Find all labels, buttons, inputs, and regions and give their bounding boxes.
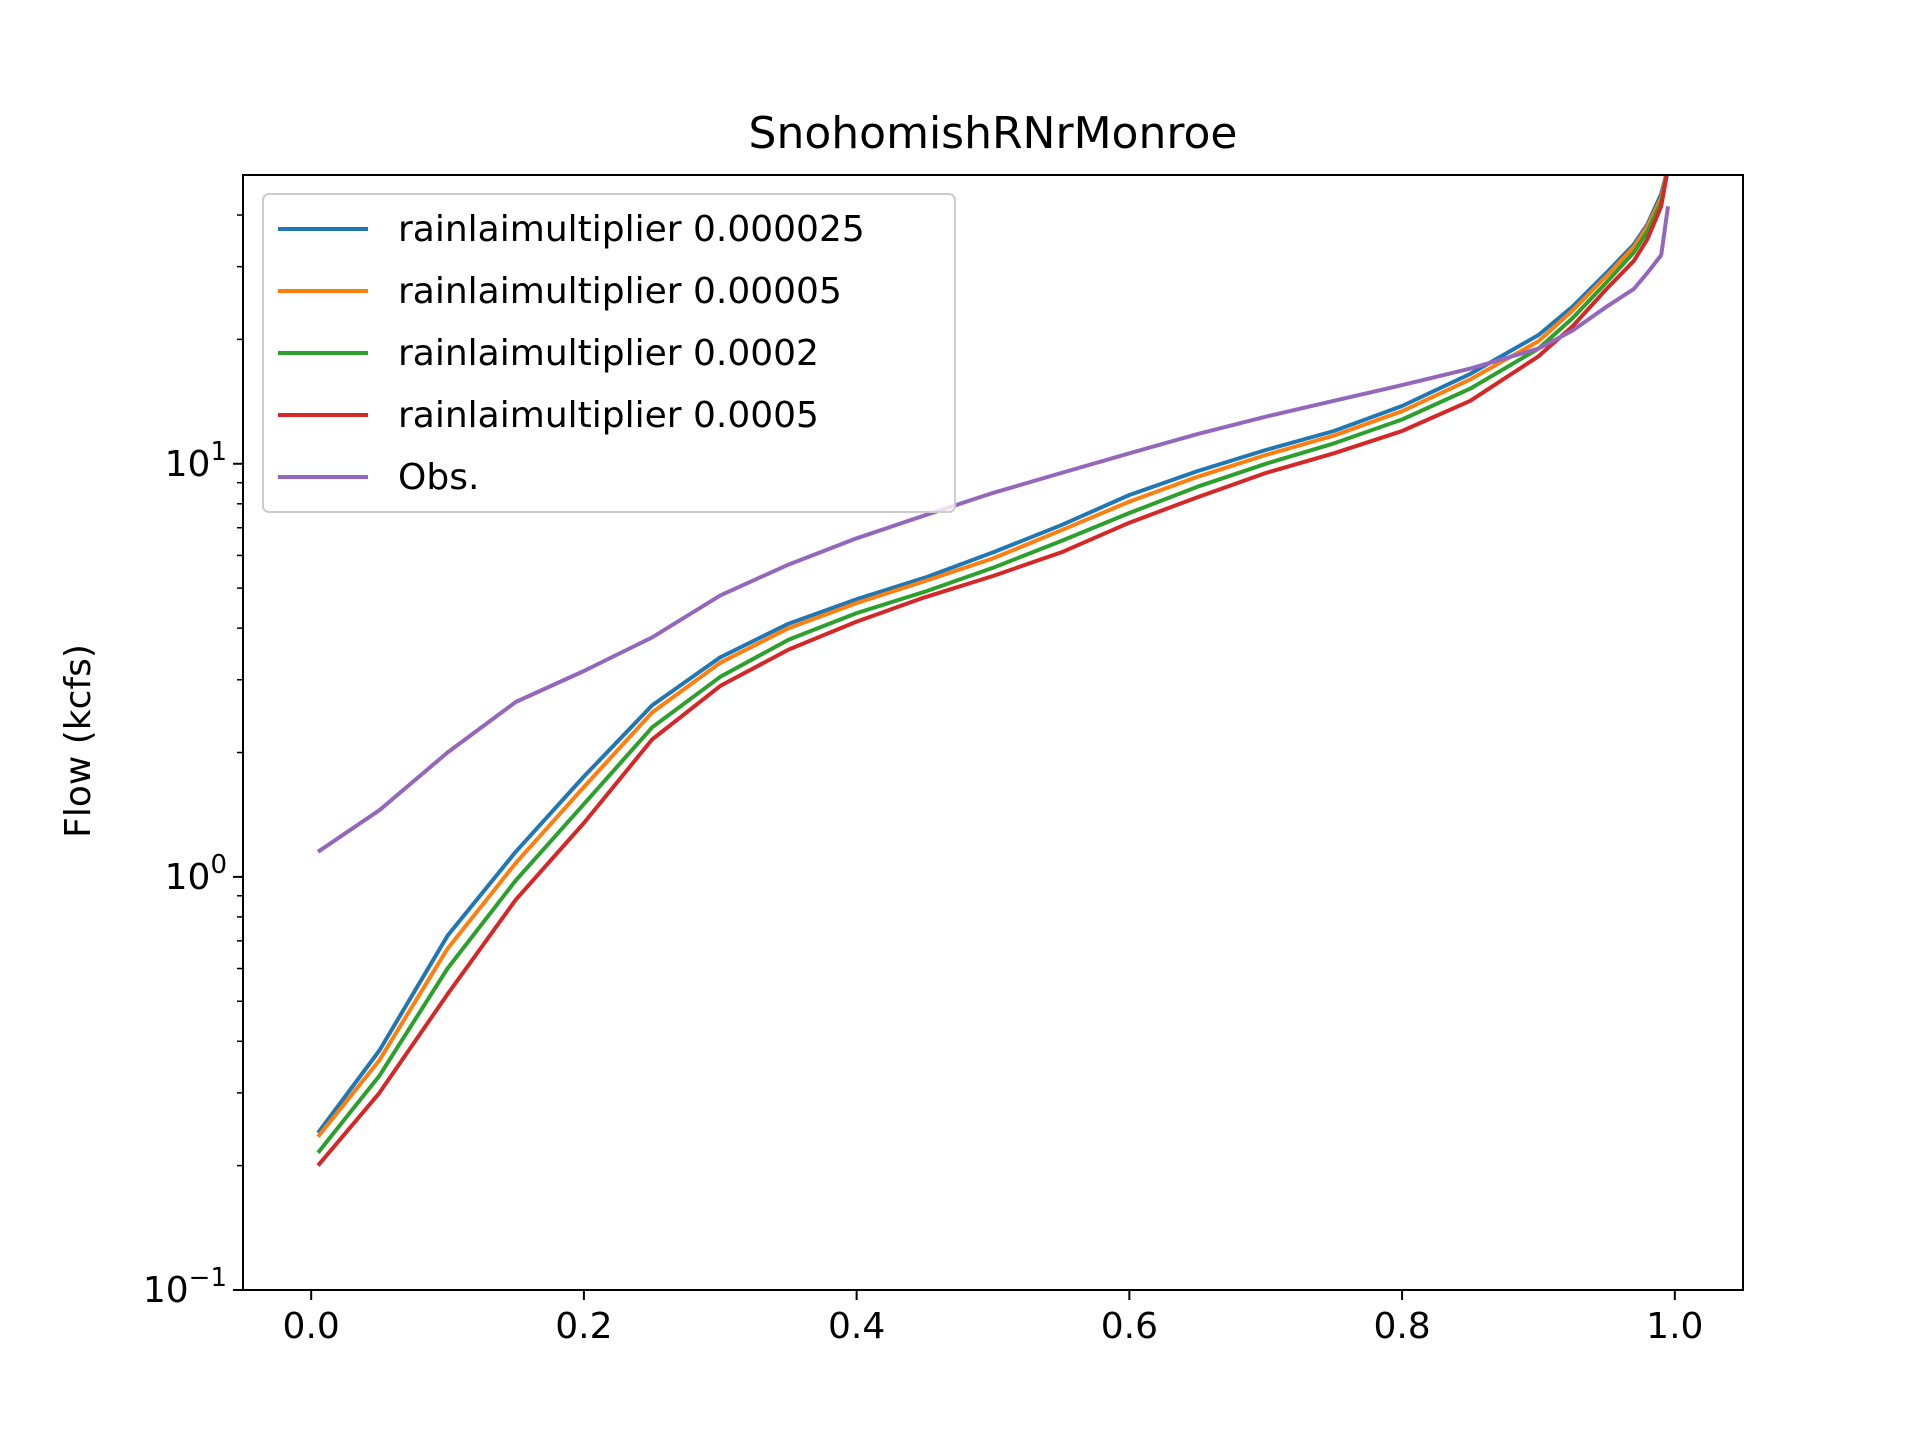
- x-tick-label: 0.8: [1373, 1306, 1430, 1347]
- series-line-4: [316, 175, 1669, 1167]
- y-tick-label: 10−1: [143, 1263, 227, 1311]
- series-line-1: [316, 175, 1669, 1135]
- series-line-3: [316, 175, 1669, 1154]
- plot-frame: [242, 174, 1744, 1291]
- x-tick-label: 0.0: [283, 1306, 340, 1347]
- y-axis-label: Flow (kcfs): [58, 644, 99, 838]
- chart-title: SnohomishRNrMonroe: [749, 108, 1238, 159]
- x-tick-label: 0.4: [828, 1306, 885, 1347]
- y-axis-ticks: 10−1 100 101: [143, 214, 243, 1311]
- series-layer: [316, 175, 1670, 1167]
- legend-label: rainlaimultiplier 0.0002: [398, 333, 819, 374]
- x-axis-ticks: 0.0 0.2 0.4 0.6 0.8 1.0: [283, 1290, 1703, 1347]
- y-tick-label: 100: [165, 850, 227, 898]
- x-tick-label: 0.2: [555, 1306, 612, 1347]
- legend-label: rainlaimultiplier 0.00005: [398, 271, 842, 312]
- y-tick-label: 101: [165, 437, 227, 485]
- legend-label: rainlaimultiplier 0.000025: [398, 209, 865, 250]
- legend-label: rainlaimultiplier 0.0005: [398, 395, 819, 436]
- x-tick-label: 0.6: [1101, 1306, 1158, 1347]
- x-tick-label: 1.0: [1646, 1306, 1703, 1347]
- series-line-5: [316, 206, 1670, 854]
- legend-box: [262, 193, 956, 513]
- series-line-2: [316, 175, 1669, 1138]
- legend-label: Obs.: [398, 457, 479, 498]
- legend: rainlaimultiplier 0.000025 rainlaimultipl…: [262, 193, 956, 513]
